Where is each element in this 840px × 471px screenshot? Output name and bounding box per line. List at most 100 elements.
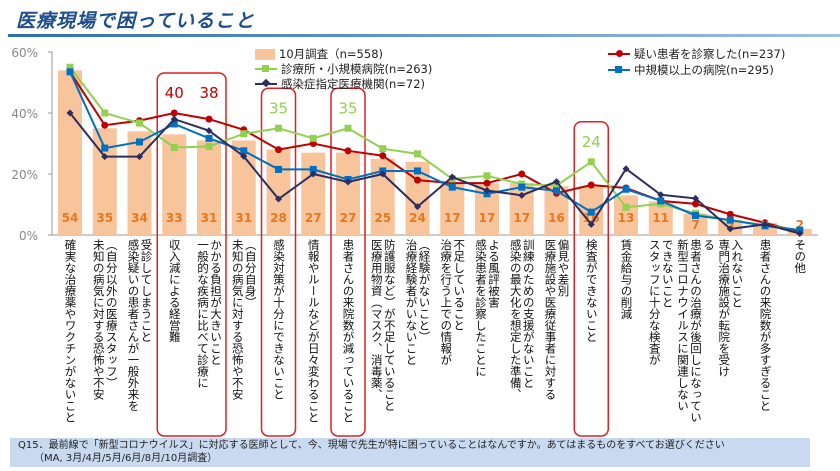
category-label-line: 確実な治療薬やワクチンがないこと: [63, 239, 78, 423]
category-label: その他: [793, 239, 807, 274]
bar-label: 27: [305, 211, 322, 225]
category-label-line: （自分自身）: [243, 239, 258, 308]
category-label: 治療経験者がいないこと （経験がないこと）: [404, 239, 432, 366]
bar: [336, 152, 360, 235]
series-point: [448, 173, 456, 181]
legend-label: 診療所・小規模病院(n=263): [281, 62, 433, 76]
category-label-line: 情報やルールなどが日々変わること: [306, 239, 321, 423]
bar: [162, 134, 187, 235]
series-point: [101, 144, 109, 152]
series-point: [344, 178, 352, 186]
bar: [614, 195, 638, 235]
series-point: [135, 153, 144, 161]
series-point: [170, 115, 178, 123]
category-label: 医療用物資（マスク、消毒薬、 防護服など）が不足していること: [369, 239, 397, 412]
bar-label: 7: [691, 218, 699, 232]
series-point: [692, 200, 699, 208]
series-point: [205, 143, 213, 151]
category-label-line: 治療経験者がいないこと: [404, 239, 419, 366]
category-label: 感染疑いの患者さんが一般外来を 受診してしまうこと: [127, 239, 154, 412]
legend-series-2: 中規模以上の病院(n=295): [608, 63, 774, 77]
series-point: [66, 109, 74, 117]
bar-label: 5: [726, 218, 734, 232]
category-label-line: 一般的な疾病に比べて診療に: [196, 239, 210, 389]
category-label-line: スタッフに十分な検査が: [647, 239, 662, 366]
question-footer: Q15．最前線で「新型コロナウイルス」に対応する医師として、今、現場で先生が特に…: [10, 438, 810, 467]
y-tick-label: 0%: [19, 229, 38, 243]
series-point: [587, 181, 595, 189]
series-point: [622, 185, 630, 193]
series-point: [240, 147, 248, 155]
series-point: [553, 187, 560, 195]
legend-swatch: [608, 66, 630, 73]
highlight-box: [156, 72, 227, 437]
series-point: [170, 109, 178, 117]
category-label-line: 感染の最大化を想定した準備、: [508, 239, 523, 400]
category-label: 収入減による経営難: [167, 239, 182, 343]
bar-label: 28: [270, 211, 287, 225]
series-point: [136, 138, 143, 146]
bar-label: 11: [652, 211, 669, 225]
category-label: 医療施設や医療従事者に対する 偏見や差別: [543, 239, 571, 400]
series-point: [66, 63, 74, 71]
category-label-line: 医療施設や医療従事者に対する: [543, 239, 558, 400]
legend-series-1: 診療所・小規模病院(n=263): [255, 62, 432, 76]
series-line: [69, 71, 800, 232]
legend-series-3: 感染症指定医療機関(n=72): [255, 77, 425, 91]
series-point: [587, 208, 595, 216]
bar-label: 17: [444, 211, 461, 225]
category-label: 専門治療施設が転院を受け 入れないこと: [717, 239, 744, 377]
question-text: Q15．最前線で「新型コロナウイルス」に対応する医師として、今、現場で先生が特に…: [18, 440, 725, 451]
bar-label: 31: [235, 211, 252, 225]
bar: [197, 140, 221, 235]
legend-swatch: [255, 78, 277, 88]
bar: [683, 213, 708, 235]
bar-label: 16: [548, 211, 565, 225]
category-label-line: 医療用物資（マスク、消毒薬、: [369, 239, 384, 400]
highlight-label: 35: [269, 99, 288, 117]
category-label: 一般的な疾病に比べて診療に かかる負担が大きいこと: [196, 239, 223, 389]
legend-swatch: [255, 65, 277, 72]
series-point: [622, 165, 630, 173]
category-label: 感染対策が十分にできないこと: [272, 239, 286, 400]
category-label-line: できないこと: [660, 239, 675, 308]
category-label: 感染患者を診察したことに よる風評被害: [474, 239, 501, 377]
series-point: [66, 68, 74, 76]
bar: [440, 183, 465, 235]
bar-label: 25: [374, 211, 391, 225]
series-point: [518, 191, 526, 199]
category-label: 感染の最大化を想定した準備、 訓練のための支援がないこと: [508, 239, 536, 400]
series-point: [309, 165, 317, 173]
series-point: [518, 183, 526, 191]
highlight-label: 24: [582, 133, 601, 151]
series-point: [483, 186, 491, 195]
bar-label: 33: [166, 211, 183, 225]
highlight-label: 35: [338, 99, 357, 117]
category-label: 未知の病気に対する恐怖や不安 （自分以外の医療スタッフ）: [92, 239, 119, 400]
category-label-line: 訓練のための支援がないこと: [521, 239, 536, 389]
bar-label: 16: [583, 211, 600, 225]
category-label: 確実な治療薬やワクチンがないこと: [63, 239, 78, 423]
series-point: [552, 178, 561, 186]
bar-label: 35: [96, 211, 113, 225]
category-label-line: 収入減による経営難: [167, 239, 182, 343]
category-label-line: 賃金給与の削減: [619, 239, 634, 320]
category-label-line: 不足していること: [452, 239, 467, 331]
series-point: [448, 183, 456, 191]
series-point: [691, 194, 700, 202]
category-label-line: よる風評被害: [487, 239, 501, 308]
highlight-label: 38: [199, 84, 218, 102]
category-label-line: かかる負担が大きいこと: [209, 239, 223, 366]
category-label-line: 偏見や差別: [556, 239, 571, 297]
series-point: [240, 152, 248, 160]
category-label: 検査ができないこと: [585, 239, 599, 343]
series-point: [414, 150, 421, 158]
category-label: 情報やルールなどが日々変わること: [306, 239, 321, 423]
category-label-line: 患者さんの来院数が減っていること: [341, 239, 356, 423]
series-point: [657, 191, 665, 199]
series-point: [414, 167, 421, 175]
series-point: [170, 143, 178, 151]
legend-bars: 10月調査（n=558): [255, 47, 383, 61]
